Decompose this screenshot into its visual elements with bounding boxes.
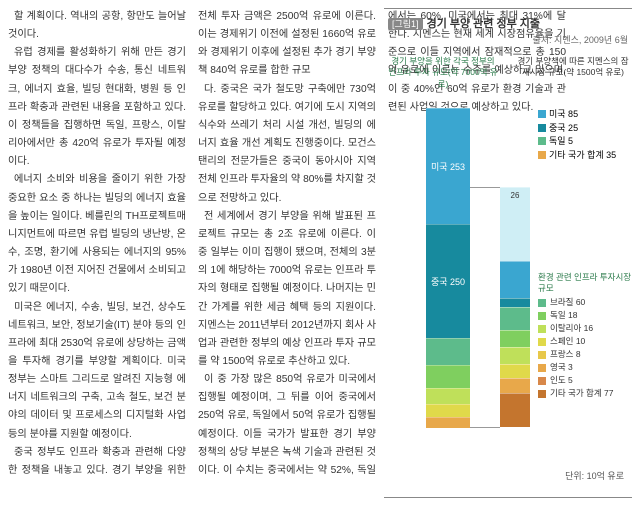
stacked-bar-2: 26	[500, 187, 530, 427]
legend-item: 독일 18	[538, 310, 634, 321]
color-swatch	[538, 110, 546, 118]
article-paragraph: 미국은 에너지, 수송, 빌딩, 보건, 상수도 네트워크, 보안, 정보기술(…	[8, 299, 186, 444]
legend-label: 기타 국가 합계 77	[550, 388, 613, 399]
bar-segment	[426, 365, 470, 388]
legend-item: 스페인 10	[538, 336, 634, 347]
bar-segment: 26	[500, 187, 530, 261]
mid-label: 미국 85	[538, 108, 616, 121]
color-swatch	[538, 364, 546, 372]
article-paragraph: 전 세계에서 경기 부양을 위해 발표된 프로젝트 규모는 총 2조 유로에 이…	[198, 208, 376, 371]
article-paragraph: 에너지 소비와 비용을 줄이기 위한 가장 중요한 요소 중 하나는 빌딩의 에…	[8, 171, 186, 298]
color-swatch	[538, 137, 546, 145]
mid-label: 독일 5	[538, 135, 616, 148]
mid-label: 중국 25	[538, 122, 616, 135]
mid-labels: 미국 85중국 25독일 5기타 국가 합계 35	[538, 108, 616, 162]
bar-segment	[500, 364, 530, 378]
color-swatch	[538, 151, 546, 159]
color-swatch	[538, 299, 546, 307]
chart-tag: [그림1]	[388, 18, 423, 30]
legend-item: 기타 국가 합계 77	[538, 388, 634, 399]
bar-segment	[500, 261, 530, 298]
legend-label: 스페인 10	[550, 336, 585, 347]
color-swatch	[538, 312, 546, 320]
mid-label-text: 미국 85	[549, 108, 578, 121]
bar-segment	[426, 338, 470, 365]
legend-label: 브라질 60	[550, 297, 585, 308]
bar-segment	[500, 378, 530, 392]
legend-item: 영국 3	[538, 362, 634, 373]
chart-title: [그림1]경기 부양 관련 정부 지출	[388, 15, 628, 31]
note-right: 경기 부양책에 따른 지멘스의 잠재시장 규모(약 1500억 유로)	[514, 56, 632, 79]
legend-item: 브라질 60	[538, 297, 634, 308]
bar-segment: 미국 253	[426, 108, 470, 224]
legend-item: 이탈리아 16	[538, 323, 634, 334]
connector-line	[470, 427, 500, 428]
legend: 환경 관련 인프라 투자시장 규모 브라질 60 독일 18 이탈리아 16 스페인 …	[538, 182, 634, 401]
legend-label: 프랑스 8	[550, 349, 581, 360]
article-body: 할 계획이다. 역내의 공항, 항만도 늘어날 것이다.유럽 경제를 활성화하기…	[8, 8, 376, 498]
article-paragraph: 할 계획이다. 역내의 공항, 항만도 늘어날 것이다.	[8, 8, 186, 44]
stacked-bar-1: 미국 253중국 250	[426, 108, 470, 428]
color-swatch	[538, 325, 546, 333]
mid-label: 기타 국가 합계 35	[538, 149, 616, 162]
mid-label-text: 중국 25	[549, 122, 578, 135]
bar-segment	[426, 417, 470, 428]
bar-segment	[426, 404, 470, 417]
article-paragraph: 유럽 경제를 활성화하기 위해 만든 경기 부양 정책의 대다수가 수송, 통신…	[8, 44, 186, 171]
unit-label: 단위: 10억 유로	[565, 469, 624, 482]
bar-segment	[500, 347, 530, 364]
bar-segment	[426, 388, 470, 404]
bar-segment	[500, 393, 530, 427]
chart-source: 출처: 지멘스, 2009년 6월	[388, 33, 628, 46]
legend-item: 인도 5	[538, 375, 634, 386]
bar-segment	[500, 307, 530, 330]
color-swatch	[538, 338, 546, 346]
color-swatch	[538, 124, 546, 132]
color-swatch	[538, 377, 546, 385]
article-paragraph: 다. 중국은 국가 철도망 구축에만 730억 유로를 할당하고 있다. 여기에…	[198, 81, 376, 208]
color-swatch	[538, 390, 546, 398]
connector-line	[470, 187, 500, 188]
legend-title: 환경 관련 인프라 투자시장 규모	[538, 272, 634, 294]
bar-segment	[500, 298, 530, 307]
color-swatch	[538, 351, 546, 359]
note-left: 경기 부양을 위한 각국 정부의 인프라 투자 규모(약 7000억 유로)	[388, 56, 498, 90]
chart-area: 경기 부양을 위한 각국 정부의 인프라 투자 규모(약 7000억 유로) 경…	[388, 52, 628, 482]
mid-label-text: 기타 국가 합계 35	[549, 149, 616, 162]
legend-label: 독일 18	[550, 310, 577, 321]
bar-segment	[500, 330, 530, 347]
legend-label: 인도 5	[550, 375, 573, 386]
mid-label-text: 독일 5	[549, 135, 573, 148]
chart-container: [그림1]경기 부양 관련 정부 지출 출처: 지멘스, 2009년 6월 경기…	[384, 8, 632, 498]
bar-segment: 중국 250	[426, 224, 470, 338]
legend-label: 이탈리아 16	[550, 323, 593, 334]
legend-label: 영국 3	[550, 362, 573, 373]
legend-item: 프랑스 8	[538, 349, 634, 360]
